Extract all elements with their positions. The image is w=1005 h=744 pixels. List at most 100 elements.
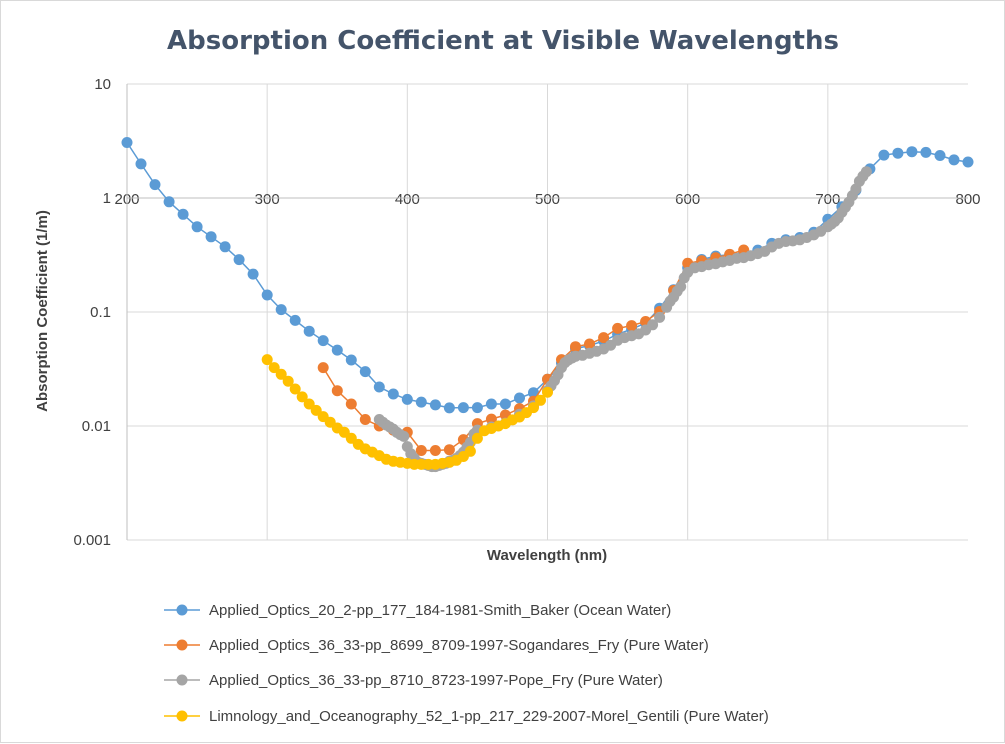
legend-marker [176, 674, 188, 686]
data-point [415, 396, 427, 408]
data-point [878, 149, 890, 161]
data-point [345, 398, 357, 410]
data-point [401, 393, 413, 405]
data-point [317, 335, 329, 347]
legend: Applied_Optics_20_2-pp_177_184-1981-Smit… [164, 602, 769, 725]
legend-label: Applied_Optics_20_2-pp_177_184-1981-Smit… [209, 602, 671, 619]
data-point [443, 402, 455, 414]
data-point [205, 231, 217, 243]
gridlines [127, 83, 968, 541]
legend-marker [176, 710, 188, 722]
data-point [626, 320, 638, 332]
data-point [177, 208, 189, 220]
y-axis-title: Absorption Coefficient (1/m) [34, 210, 51, 412]
data-point [528, 387, 539, 399]
data-point [303, 325, 315, 337]
data-point [261, 289, 273, 301]
data-point [514, 392, 525, 404]
data-point [860, 166, 872, 178]
data-point [612, 322, 624, 334]
series-line [378, 171, 867, 468]
legend-label: Applied_Optics_36_33-pp_8710_8723-1997-P… [209, 672, 663, 689]
data-point [485, 398, 497, 410]
data-point [542, 386, 553, 398]
data-point [528, 402, 539, 414]
data-point [570, 341, 581, 353]
data-point [345, 354, 357, 366]
data-point [233, 254, 245, 266]
x-tick-label: 500 [535, 191, 560, 208]
data-point [219, 241, 231, 253]
data-point [675, 281, 687, 293]
data-point [289, 383, 301, 395]
data-point [268, 362, 280, 374]
data-point [149, 179, 161, 191]
data-point [303, 398, 315, 410]
data-point [387, 388, 399, 400]
y-tick-label: 0.01 [82, 418, 111, 435]
data-point [920, 146, 932, 158]
x-tick-label: 800 [955, 191, 980, 208]
x-tick-label: 600 [675, 191, 700, 208]
data-point [598, 332, 610, 344]
legend-marker [176, 639, 188, 651]
data-point [261, 354, 273, 366]
data-point [471, 402, 483, 414]
legend-label: Limnology_and_Oceanography_52_1-pp_217_2… [209, 708, 769, 725]
data-point [359, 366, 371, 378]
data-point [535, 394, 546, 406]
data-point [289, 314, 301, 326]
y-tick-label: 10 [94, 76, 111, 93]
legend-label: Applied_Optics_36_33-pp_8699_8709-1997-S… [209, 637, 709, 654]
data-point [948, 154, 960, 166]
data-point [317, 362, 329, 374]
data-point [275, 368, 287, 380]
x-tick-label: 300 [255, 191, 280, 208]
plot-area [121, 137, 974, 473]
data-point [457, 402, 469, 414]
data-point [247, 268, 259, 280]
series-4 [261, 354, 553, 470]
chart-title: Absorption Coefficient at Visible Wavele… [167, 26, 839, 56]
legend-item-1: Applied_Optics_20_2-pp_177_184-1981-Smit… [164, 602, 671, 619]
data-point [191, 221, 203, 233]
data-point [275, 304, 287, 316]
data-point [654, 311, 666, 323]
data-point [485, 413, 497, 425]
data-point [471, 432, 483, 444]
data-point [121, 137, 133, 148]
data-point [282, 375, 294, 387]
data-point [647, 319, 659, 331]
data-point [398, 430, 410, 442]
data-point [499, 398, 511, 410]
data-point [429, 445, 441, 456]
legend-item-3: Applied_Optics_36_33-pp_8710_8723-1997-P… [164, 672, 663, 689]
legend-item-4: Limnology_and_Oceanography_52_1-pp_217_2… [164, 708, 769, 725]
data-point [135, 158, 147, 170]
data-point [296, 391, 308, 403]
data-point [163, 196, 175, 208]
x-axis-title: Wavelength (nm) [487, 547, 607, 564]
data-point [429, 399, 441, 411]
data-point [415, 445, 427, 456]
data-point [373, 381, 385, 393]
y-tick-label: 0.1 [90, 304, 111, 321]
data-point [906, 146, 918, 158]
data-point [584, 338, 595, 350]
data-point [962, 156, 974, 168]
data-point [464, 445, 476, 457]
data-point [934, 150, 946, 161]
legend-marker [176, 604, 188, 616]
data-point [443, 444, 455, 456]
data-point [331, 385, 343, 397]
data-point [359, 414, 371, 425]
y-tick-label: 0.001 [73, 532, 111, 549]
y-tick-label: 1 [103, 190, 111, 207]
data-point [892, 147, 904, 159]
legend-item-2: Applied_Optics_36_33-pp_8699_8709-1997-S… [164, 637, 709, 654]
data-point [331, 344, 343, 356]
x-tick-label: 700 [815, 191, 840, 208]
